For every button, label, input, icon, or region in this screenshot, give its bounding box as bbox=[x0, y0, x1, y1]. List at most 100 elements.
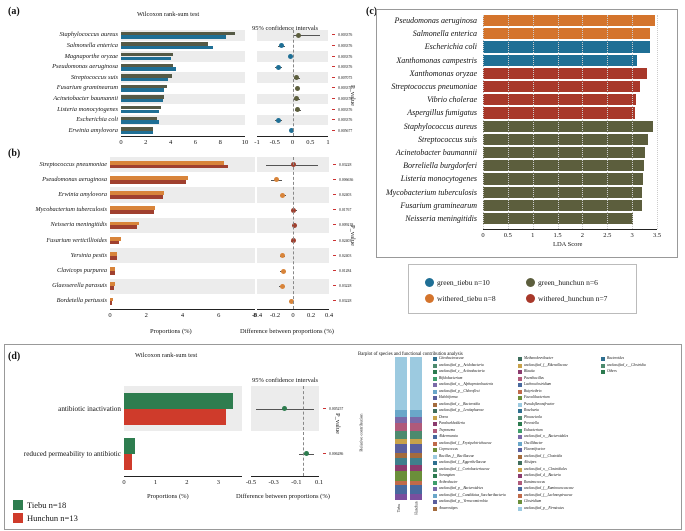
species-label: Treponema bbox=[439, 427, 456, 432]
species-swatch bbox=[433, 422, 437, 426]
p-marker bbox=[333, 254, 336, 256]
species-swatch bbox=[518, 480, 522, 485]
panel-d-p-label: P_value bbox=[333, 413, 341, 434]
legend-dot-withered-hunchun bbox=[526, 294, 535, 303]
species-label: unclassified_f__Lachnospiraceae bbox=[524, 492, 573, 497]
species-label: Butyrivibrio bbox=[524, 388, 542, 393]
species-label: unclassified_f__Rikenellaceae bbox=[524, 362, 568, 367]
diff-tick-label: 0 bbox=[290, 139, 295, 146]
panel-d-letter: (d) bbox=[8, 351, 21, 362]
species-swatch bbox=[518, 409, 522, 413]
species-label: Ruminococcus bbox=[524, 479, 545, 484]
p-value: 0.03228 bbox=[339, 162, 352, 167]
species-label: Anaerostipes bbox=[439, 505, 458, 510]
row-band bbox=[110, 278, 255, 294]
species-swatch bbox=[518, 415, 522, 420]
bar-group-b bbox=[121, 35, 227, 39]
diff-tick-label: 0.2 bbox=[306, 312, 316, 319]
row-label: Pseudomonas aeruginosa bbox=[52, 63, 118, 71]
x-tick-label: 3 bbox=[216, 479, 221, 486]
lda-gridline bbox=[632, 15, 634, 230]
species-label: Flavonifractor bbox=[524, 447, 546, 451]
bar-group-a bbox=[121, 74, 172, 78]
legend-hunchun-swatch bbox=[13, 513, 23, 523]
species-swatch bbox=[433, 402, 437, 407]
species-label: unclassified_o__Bacteroidales bbox=[524, 434, 569, 438]
species-label: Paenibacillus bbox=[524, 375, 544, 380]
ci-point bbox=[275, 117, 281, 123]
stack-segment bbox=[395, 485, 407, 495]
row-label: Yersinia pestis bbox=[70, 251, 107, 259]
species-label: unclassified_f__Clostridia bbox=[524, 453, 563, 458]
stack-segment bbox=[410, 438, 422, 445]
x-tick-label: 6 bbox=[217, 312, 221, 319]
species-swatch bbox=[433, 396, 437, 400]
stack-bar-tiebu bbox=[395, 357, 407, 500]
row-label: reduced permeability to antibiotic bbox=[23, 449, 121, 458]
ci-point bbox=[292, 222, 298, 228]
barplot-ylabel: Relative contribution bbox=[358, 413, 364, 452]
p-value: 0.005677 bbox=[338, 128, 353, 133]
lda-tick-label: 0.5 bbox=[503, 232, 512, 240]
x-tick-label: 8 bbox=[218, 139, 222, 146]
bar-group-a bbox=[121, 52, 174, 57]
ci-point bbox=[279, 253, 285, 259]
species-label: Pseudoflavonifractor bbox=[524, 401, 555, 406]
p-marker bbox=[332, 87, 335, 89]
lda-label: Listeria monocytogenes bbox=[400, 174, 477, 184]
species-swatch bbox=[518, 428, 522, 433]
stack-segment bbox=[395, 480, 407, 486]
species-label: Prevotella bbox=[524, 421, 539, 425]
lda-tick-label: 2.5 bbox=[603, 232, 612, 240]
species-swatch bbox=[518, 493, 522, 498]
panel-b-letter: (b) bbox=[8, 148, 21, 159]
diff-axis bbox=[251, 476, 319, 477]
bar-group-a bbox=[110, 221, 139, 226]
x-tick-label: 4 bbox=[168, 139, 173, 146]
p-value: 0.003376 bbox=[338, 33, 353, 38]
ci-point bbox=[279, 192, 285, 198]
bar-group-a bbox=[121, 84, 167, 89]
row-label: Fusarium graminearum bbox=[56, 84, 118, 92]
ci-point bbox=[274, 177, 280, 183]
lda-gridline bbox=[582, 15, 584, 230]
ci-point bbox=[288, 298, 294, 304]
diff-tick-label: 0 bbox=[291, 312, 295, 319]
lda-tick-label: 2 bbox=[580, 232, 585, 240]
species-swatch bbox=[433, 487, 437, 491]
species-label: unclassified_f__Erysipelotrichaceae bbox=[439, 440, 492, 445]
ci-point bbox=[303, 451, 309, 456]
bar-group-a bbox=[110, 160, 225, 165]
legend-label-green-hunchun: green_hunchun n=6 bbox=[538, 278, 598, 287]
stack-segment bbox=[410, 470, 422, 481]
bar-group-b bbox=[121, 130, 154, 135]
stack-segment bbox=[395, 470, 407, 481]
lda-tick-label: 1.5 bbox=[553, 232, 562, 240]
lda-label: Vibrio cholerae bbox=[427, 95, 477, 105]
bar-group-a bbox=[110, 176, 188, 180]
bar-group-b bbox=[110, 255, 118, 260]
legend-label-withered-tiebu: withered_tiebu n=8 bbox=[437, 294, 496, 303]
x-axis bbox=[124, 476, 242, 477]
species-swatch bbox=[433, 454, 437, 459]
species-swatch bbox=[433, 467, 437, 472]
row-label: Listeria monocytogenes bbox=[57, 105, 118, 113]
stack-segment bbox=[410, 485, 422, 495]
species-label: Bifidobacterium bbox=[439, 375, 463, 380]
species-label: unclassified_f__Eggerthellaceae bbox=[439, 460, 487, 464]
ci-point bbox=[294, 96, 300, 102]
p-marker bbox=[332, 66, 335, 68]
row-label: Mycobacterium tuberculosis bbox=[35, 206, 107, 214]
lda-label: Xanthomonas oryzae bbox=[409, 68, 477, 78]
bar-group-b bbox=[110, 179, 187, 184]
stack-segment bbox=[395, 494, 407, 500]
stack-segment bbox=[410, 431, 422, 439]
p-value: 0.03228 bbox=[339, 299, 352, 304]
p-marker bbox=[333, 270, 336, 271]
bar-group-b bbox=[110, 286, 114, 290]
row-label: Staphylococcus aureus bbox=[59, 31, 118, 39]
x-tick-label: 2 bbox=[144, 312, 148, 319]
species-swatch bbox=[433, 493, 437, 498]
row-band bbox=[110, 217, 255, 233]
p-marker bbox=[323, 407, 326, 409]
